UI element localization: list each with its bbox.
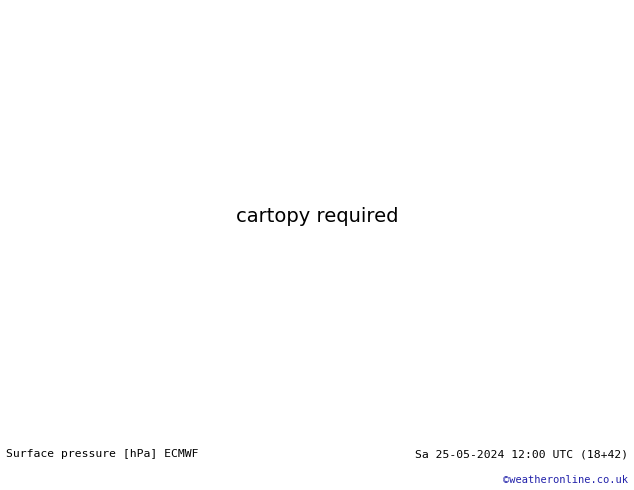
Text: cartopy required: cartopy required — [236, 207, 398, 226]
Text: Sa 25-05-2024 12:00 UTC (18+42): Sa 25-05-2024 12:00 UTC (18+42) — [415, 449, 628, 460]
Text: Surface pressure [hPa] ECMWF: Surface pressure [hPa] ECMWF — [6, 449, 199, 460]
Text: ©weatheronline.co.uk: ©weatheronline.co.uk — [503, 475, 628, 486]
